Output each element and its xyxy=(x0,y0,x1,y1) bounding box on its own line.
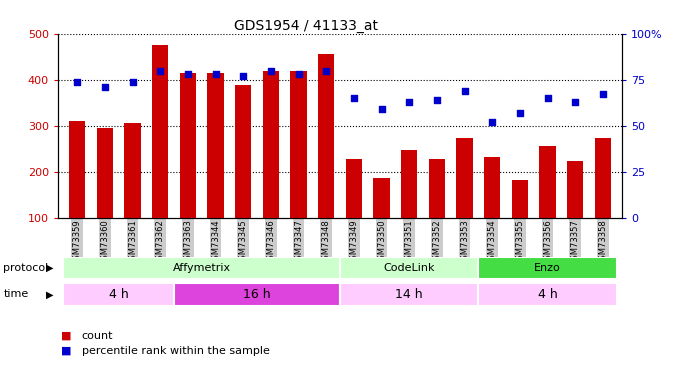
Point xyxy=(293,71,304,77)
Text: Enzo: Enzo xyxy=(534,263,561,273)
Bar xyxy=(401,150,418,217)
Text: ■: ■ xyxy=(61,346,71,355)
Bar xyxy=(63,257,340,279)
Point xyxy=(210,71,221,77)
Bar xyxy=(484,158,500,218)
Bar xyxy=(456,138,473,218)
Text: time: time xyxy=(3,290,29,299)
Text: GDS1954 / 41133_at: GDS1954 / 41133_at xyxy=(234,19,378,33)
Bar xyxy=(539,146,556,218)
Bar xyxy=(174,283,340,306)
Point xyxy=(182,71,193,77)
Bar xyxy=(262,70,279,217)
Bar xyxy=(235,85,252,218)
Text: protocol: protocol xyxy=(3,263,49,273)
Point xyxy=(487,119,498,125)
Point xyxy=(321,68,332,74)
Bar xyxy=(63,283,174,306)
Point xyxy=(542,95,553,101)
Text: count: count xyxy=(82,331,113,340)
Text: 16 h: 16 h xyxy=(243,288,271,301)
Point xyxy=(265,68,276,74)
Point xyxy=(127,78,138,84)
Text: percentile rank within the sample: percentile rank within the sample xyxy=(82,346,269,355)
Point xyxy=(570,99,581,105)
Bar xyxy=(180,73,196,217)
Bar xyxy=(152,45,169,218)
Text: 4 h: 4 h xyxy=(538,288,558,301)
Point xyxy=(514,110,525,116)
Text: CodeLink: CodeLink xyxy=(384,263,435,273)
Text: ■: ■ xyxy=(61,331,71,340)
Point xyxy=(459,88,470,94)
Point xyxy=(431,97,442,103)
Bar xyxy=(340,283,478,306)
Bar xyxy=(97,128,113,218)
Bar xyxy=(567,162,583,218)
Bar xyxy=(69,121,86,218)
Point xyxy=(376,106,387,112)
Point xyxy=(71,78,82,84)
Bar xyxy=(207,73,224,217)
Text: Affymetrix: Affymetrix xyxy=(173,263,231,273)
Bar xyxy=(478,283,617,306)
Point xyxy=(348,95,359,101)
Point xyxy=(99,84,110,90)
Bar xyxy=(318,54,335,217)
Text: ▶: ▶ xyxy=(46,290,53,299)
Bar xyxy=(373,178,390,218)
Bar xyxy=(478,257,617,279)
Point xyxy=(238,73,249,79)
Text: 14 h: 14 h xyxy=(395,288,423,301)
Bar xyxy=(594,138,611,218)
Bar xyxy=(340,257,478,279)
Point xyxy=(598,92,609,98)
Point xyxy=(404,99,415,105)
Bar xyxy=(428,159,445,218)
Bar xyxy=(290,71,307,217)
Text: ▶: ▶ xyxy=(46,263,53,273)
Text: 4 h: 4 h xyxy=(109,288,129,301)
Bar xyxy=(124,123,141,218)
Bar xyxy=(345,159,362,218)
Bar xyxy=(511,180,528,218)
Point xyxy=(155,68,166,74)
